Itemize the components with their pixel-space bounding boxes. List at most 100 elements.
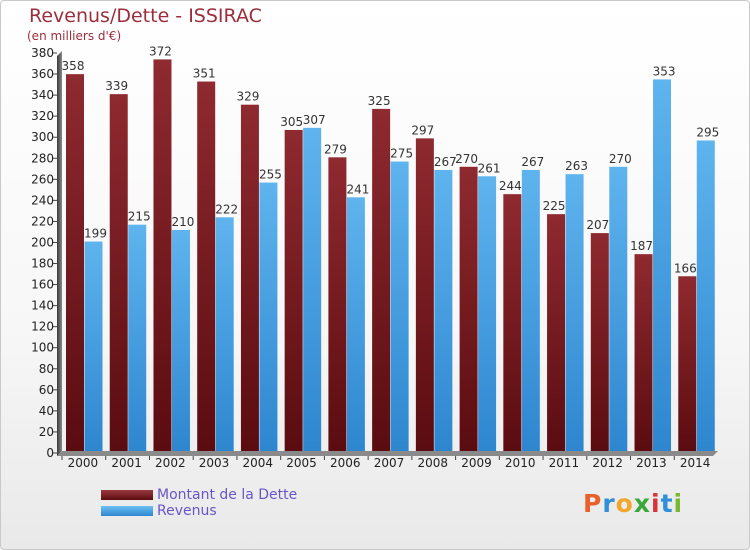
logo-letter: i — [673, 489, 684, 518]
x-tick-label: 2011 — [549, 456, 580, 470]
bar-revenue — [653, 79, 672, 451]
bar-debt — [590, 233, 609, 451]
legend-label-debt: Montant de la Dette — [157, 487, 298, 503]
proxiti-logo: Proxiti — [583, 489, 683, 518]
x-tick-label: 2000 — [68, 456, 99, 470]
logo-letter: r — [602, 489, 616, 518]
x-tick-label: 2002 — [155, 456, 186, 470]
y-tick-label: 340 — [31, 88, 54, 102]
chart-subtitle: (en milliers d'€) — [27, 29, 122, 43]
bar-revenue — [609, 166, 628, 451]
data-label-debt: 339 — [105, 79, 128, 93]
x-tick-label: 2009 — [461, 456, 492, 470]
y-tick-label: 180 — [31, 257, 54, 271]
data-label-revenue: 353 — [653, 64, 676, 78]
y-tick-label: 120 — [31, 320, 54, 334]
y-tick-label: 280 — [31, 151, 54, 165]
logo-letter: i — [651, 489, 661, 518]
bar-debt — [328, 157, 347, 451]
bar-debt — [547, 214, 566, 451]
x-tick-label: 2007 — [374, 456, 405, 470]
data-label-debt: 279 — [324, 142, 347, 156]
y-tick-label: 20 — [39, 425, 54, 439]
y-tick-label: 0 — [46, 446, 54, 460]
label-layer: 358 199 339 215 372 210 351 222 329 255 305 307 279 2… — [62, 44, 720, 275]
data-label-revenue: 307 — [303, 113, 326, 127]
bar-revenue — [84, 241, 103, 451]
bar-revenue — [303, 127, 322, 451]
data-label-debt: 166 — [674, 261, 697, 275]
y-tick-label: 220 — [31, 214, 54, 228]
bar-debt — [459, 166, 478, 451]
y-tick-label: 80 — [39, 362, 54, 376]
data-label-debt: 372 — [149, 44, 172, 58]
legend-label-revenue: Revenus — [157, 503, 217, 519]
bar-revenue — [565, 174, 584, 451]
bar-revenue — [521, 169, 540, 451]
legend-swatch-debt — [101, 490, 153, 500]
y-tick-label: 40 — [39, 404, 54, 418]
y-tick-label: 300 — [31, 130, 54, 144]
x-tick-label: 2008 — [417, 456, 448, 470]
x-tick-label: 2005 — [286, 456, 317, 470]
bar-revenue — [434, 169, 453, 451]
bar-debt — [372, 108, 391, 451]
bar-debt — [240, 104, 259, 452]
data-label-revenue: 210 — [172, 215, 195, 229]
y-tick-label: 260 — [31, 172, 54, 186]
data-label-debt: 329 — [236, 90, 259, 104]
bar-debt — [153, 59, 172, 451]
data-label-revenue: 270 — [609, 152, 632, 166]
y-tick-label: 160 — [31, 278, 54, 292]
data-label-debt: 187 — [630, 239, 653, 253]
data-label-revenue: 199 — [84, 227, 107, 241]
data-label-revenue: 241 — [346, 182, 369, 196]
bar-debt — [678, 276, 697, 451]
bar-revenue — [128, 224, 147, 451]
bar-debt — [503, 194, 522, 451]
data-label-revenue: 222 — [215, 202, 238, 216]
logo-letter: x — [633, 489, 651, 518]
data-label-revenue: 261 — [478, 161, 501, 175]
y-tick-label: 60 — [39, 383, 54, 397]
data-label-debt: 351 — [193, 67, 216, 81]
data-label-debt: 325 — [368, 94, 391, 108]
axis-layer: 0 20 40 60 80 100 120 140 160 180 200 220 240 260 280 3… — [31, 46, 718, 470]
data-label-debt: 244 — [499, 179, 522, 193]
bar-revenue — [171, 229, 190, 451]
x-tick-label: 2010 — [505, 456, 536, 470]
logo-letter: o — [615, 489, 634, 518]
data-label-debt: 270 — [455, 152, 478, 166]
y-tick-label: 200 — [31, 235, 54, 249]
data-label-debt: 297 — [411, 123, 434, 137]
bar-debt — [415, 138, 434, 452]
x-tick-label: 2001 — [111, 456, 142, 470]
y-tick-label: 140 — [31, 299, 54, 313]
data-label-revenue: 267 — [434, 155, 457, 169]
bar-revenue — [346, 197, 365, 451]
bar-revenue — [696, 140, 715, 451]
axis-floor — [57, 451, 718, 456]
chart-title: Revenus/Dette - ISSIRAC — [29, 5, 262, 27]
bar-revenue — [259, 182, 278, 451]
x-tick-label: 2014 — [680, 456, 711, 470]
data-label-revenue: 255 — [259, 168, 282, 182]
logo-letter: t — [660, 489, 674, 518]
bar-debt — [109, 94, 128, 451]
x-tick-label: 2003 — [199, 456, 230, 470]
legend-swatch-revenue — [101, 506, 153, 516]
bar-debt — [284, 129, 303, 451]
data-label-debt: 305 — [280, 115, 303, 129]
x-tick-label: 2012 — [592, 456, 623, 470]
y-tick-label: 360 — [31, 67, 54, 81]
data-label-debt: 207 — [586, 218, 609, 232]
bar-debt — [634, 254, 653, 451]
bar-layer — [66, 59, 715, 452]
y-tick-label: 240 — [31, 193, 54, 207]
data-label-revenue: 263 — [565, 159, 588, 173]
x-tick-label: 2013 — [636, 456, 667, 470]
y-tick-label: 100 — [31, 341, 54, 355]
data-label-revenue: 215 — [128, 210, 151, 224]
data-label-revenue: 295 — [696, 125, 719, 139]
